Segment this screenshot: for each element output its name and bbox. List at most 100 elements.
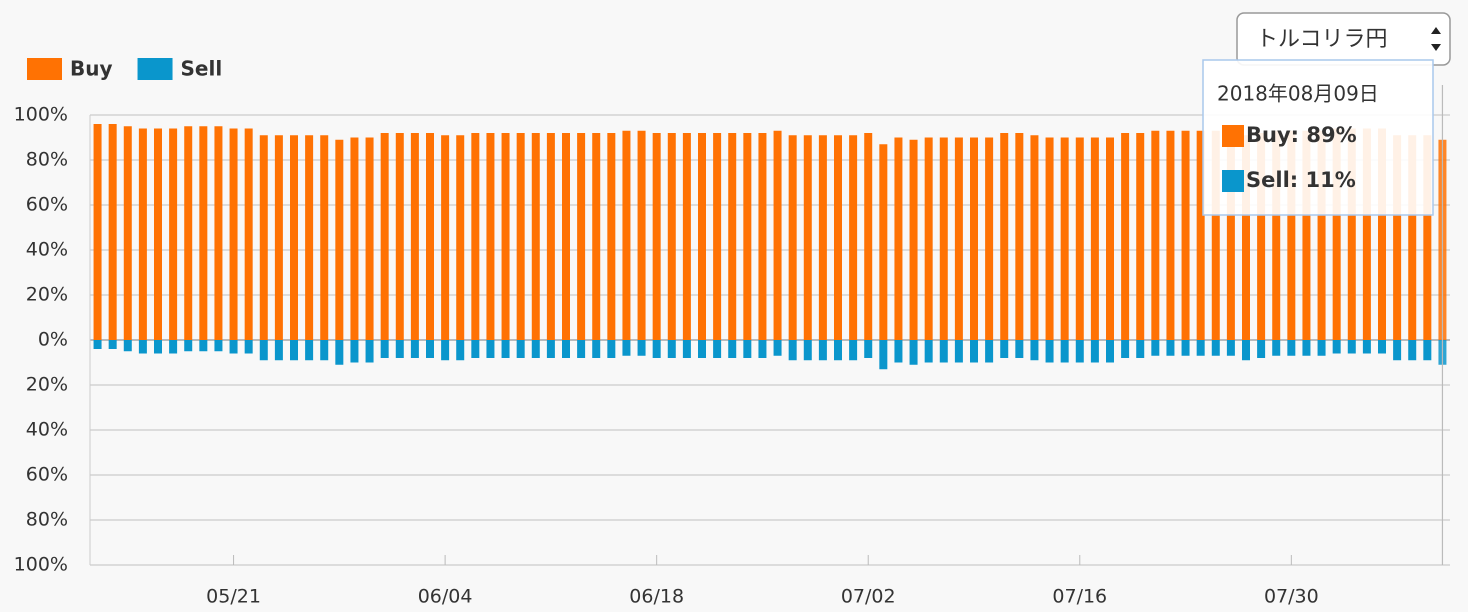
bar <box>1181 130 1190 340</box>
bar <box>1272 130 1281 340</box>
bar <box>728 340 737 358</box>
bar <box>380 133 389 340</box>
bar <box>1332 340 1341 354</box>
bar <box>622 130 631 340</box>
y-tick-label: 80% <box>26 149 68 171</box>
bar <box>456 340 465 361</box>
legend-label: Sell <box>181 57 223 81</box>
bar <box>290 340 298 361</box>
bar <box>1136 340 1145 358</box>
bar <box>682 340 691 358</box>
bar <box>1166 130 1175 340</box>
bar <box>1181 340 1190 356</box>
bar <box>1242 135 1250 340</box>
bar <box>1226 340 1235 356</box>
bar <box>1015 133 1024 340</box>
bar <box>743 340 752 358</box>
bar <box>516 340 525 358</box>
bar <box>244 128 253 340</box>
bar <box>426 133 434 340</box>
bar <box>501 133 510 340</box>
bar <box>1106 137 1114 340</box>
bar <box>1362 128 1371 340</box>
bar <box>1317 130 1326 340</box>
bar <box>803 340 812 361</box>
bar <box>924 340 933 363</box>
x-tick-label: 05/21 <box>206 586 261 608</box>
select-arrows <box>1431 27 1441 51</box>
bar <box>607 340 616 358</box>
bar <box>138 340 147 354</box>
bar <box>138 128 147 340</box>
tooltip-item: Buy: 89% <box>1246 123 1357 147</box>
x-tick-label: 06/04 <box>418 586 473 608</box>
bar <box>577 340 586 358</box>
bar <box>1060 137 1069 340</box>
bar <box>516 133 525 340</box>
bar <box>743 133 752 340</box>
select-label[interactable]: トルコリラ円 <box>1256 27 1388 52</box>
bar <box>93 340 102 349</box>
y-tick-label: 100% <box>14 554 68 576</box>
bar <box>365 137 374 340</box>
bar <box>879 144 888 340</box>
bar <box>350 340 359 363</box>
bar <box>259 340 268 361</box>
bar <box>305 135 314 340</box>
bar <box>501 340 510 358</box>
bar <box>486 133 495 340</box>
bar <box>652 133 661 340</box>
bar <box>607 133 616 340</box>
bar <box>123 340 132 352</box>
bar <box>637 130 646 340</box>
bar <box>486 340 495 358</box>
bar <box>395 133 404 340</box>
bar <box>1045 137 1054 340</box>
tooltip-swatch <box>1222 125 1244 147</box>
bar <box>169 340 178 354</box>
bar <box>1226 130 1235 340</box>
bar <box>199 126 208 340</box>
x-tick-label: 07/16 <box>1052 586 1107 608</box>
bar <box>108 124 117 340</box>
y-tick-label: 40% <box>26 239 68 261</box>
currency-select[interactable]: トルコリラ円 <box>1236 12 1451 66</box>
x-tick-label: 07/02 <box>841 586 896 608</box>
bar <box>1000 340 1009 358</box>
bar <box>818 340 827 361</box>
bar <box>1166 340 1175 356</box>
bar <box>1030 135 1039 340</box>
bar <box>1121 133 1130 340</box>
bar <box>154 128 162 340</box>
x-tick-label: 06/18 <box>629 586 684 608</box>
bar <box>849 340 858 361</box>
bar <box>1136 133 1145 340</box>
bar <box>1151 130 1160 340</box>
y-tick-label: 60% <box>26 194 68 216</box>
bar <box>939 137 948 340</box>
bar <box>93 124 102 340</box>
bar <box>1196 340 1205 356</box>
bar <box>773 130 782 340</box>
bar <box>773 340 782 356</box>
bar <box>1423 135 1432 340</box>
bar <box>758 133 767 340</box>
plot-area: 100% 80% 60% 40% 20% 0% 20% 40% 60% 80% 100% 05/21 0… <box>14 85 1450 608</box>
bar <box>985 340 994 363</box>
bar <box>214 126 223 340</box>
bar <box>1015 340 1024 358</box>
bar <box>471 133 480 340</box>
y-tick-label: 20% <box>26 374 68 396</box>
bar <box>577 133 586 340</box>
bar <box>1332 128 1341 340</box>
bar <box>1257 340 1266 358</box>
y-tick-label: 40% <box>26 419 68 441</box>
bar <box>849 135 858 340</box>
bar <box>244 340 253 354</box>
bar <box>1151 340 1160 356</box>
bar <box>154 340 162 354</box>
legend-label: Buy <box>70 57 113 81</box>
y-tick-label: 20% <box>26 284 68 306</box>
bar <box>1121 340 1130 358</box>
bar <box>1045 340 1054 363</box>
